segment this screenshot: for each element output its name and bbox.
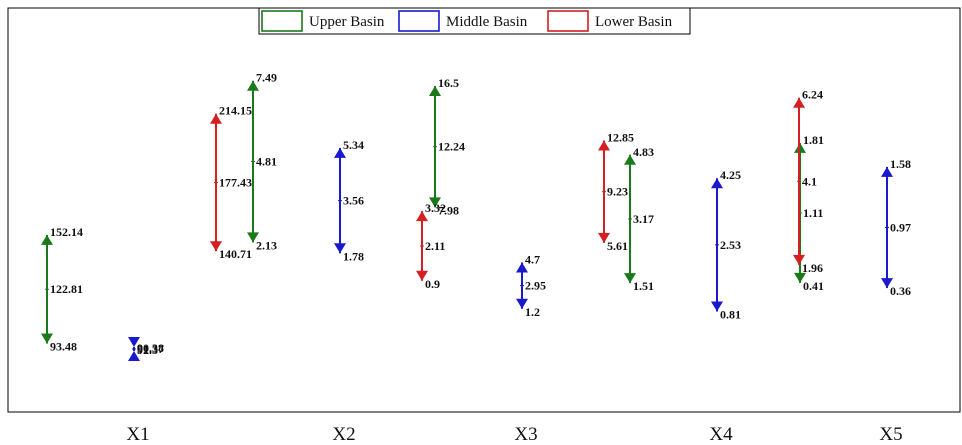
- range-middle-basin-x4: [711, 178, 723, 312]
- label-mid: 177.43: [219, 175, 252, 189]
- label-max: 16.5: [438, 76, 459, 90]
- label-max: 1.58: [890, 157, 911, 171]
- label-min: 7.98: [438, 203, 459, 217]
- legend: Upper Basin Middle Basin Lower Basin: [258, 7, 691, 35]
- range-upper-basin-x2: [247, 80, 259, 243]
- category-label-x2: X2: [332, 424, 355, 445]
- label-max: 3.32: [425, 201, 446, 215]
- range-middle-basin-x5: [881, 166, 893, 289]
- legend-item-lower-basin: Lower Basin: [547, 10, 673, 32]
- label-max: 12.85: [607, 131, 634, 145]
- label-mid: 4.1: [802, 174, 817, 188]
- range-lower-basin-x1: [210, 113, 222, 252]
- legend-swatch-upper-basin: [261, 10, 303, 32]
- legend-swatch-middle-basin: [398, 10, 440, 32]
- label-mid: 0.97: [890, 220, 911, 234]
- label-max: 4.25: [720, 168, 741, 182]
- label-mid: 2.53: [720, 238, 741, 252]
- chart-marks: 152.14 122.81 93.48 7.49 4.81 2.13 16.5 12.24 7.…: [41, 71, 911, 361]
- label-mid: 12.24: [438, 140, 465, 154]
- label-max: 152.14: [50, 225, 83, 239]
- legend-label-lower-basin: Lower Basin: [595, 14, 673, 30]
- label-max: 6.24: [802, 88, 823, 102]
- label-min: 140.71: [219, 247, 252, 261]
- label-min: 2.13: [256, 238, 277, 252]
- range-middle-basin-x1: [128, 337, 140, 361]
- legend-frame: [258, 7, 691, 35]
- label-min: 1.78: [343, 249, 364, 263]
- range-upper-basin-x3: [429, 85, 441, 208]
- label-min: 92.3: [137, 343, 158, 357]
- legend-item-middle-basin: Middle Basin: [398, 10, 528, 32]
- range-lower-basin-x4: [793, 97, 805, 265]
- label-min: 1.2: [525, 305, 540, 319]
- label-max: 90.38: [137, 341, 164, 355]
- label-min: 1.51: [633, 279, 654, 293]
- label-min: 1.96: [802, 261, 823, 275]
- label-min: 93.48: [50, 340, 77, 354]
- label-max: 214.15: [219, 104, 252, 118]
- range-lower-basin-x3: [598, 140, 610, 243]
- label-max: 1.81: [803, 133, 824, 147]
- range-lower-basin-x2: [416, 211, 428, 281]
- category-labels: X1 X2 X3 X4 X5: [126, 424, 902, 445]
- label-min: 0.81: [720, 307, 741, 321]
- category-label-x3: X3: [514, 424, 537, 445]
- label-max: 7.49: [256, 71, 277, 85]
- range-upper-basin-x1: [41, 234, 53, 344]
- label-mid: 91.37: [137, 342, 164, 356]
- label-min: 0.9: [425, 277, 440, 291]
- label-mid: 2.11: [425, 239, 445, 253]
- label-min: 5.61: [607, 239, 628, 253]
- label-mid: 4.81: [256, 155, 277, 169]
- label-max: 4.7: [525, 252, 540, 266]
- label-mid: 1.11: [803, 206, 823, 220]
- range-upper-basin-x4: [624, 154, 636, 284]
- range-middle-basin-x2: [334, 147, 346, 254]
- label-mid: 3.17: [633, 212, 654, 226]
- label-mid: 9.23: [607, 185, 628, 199]
- label-min: 0.41: [803, 279, 824, 293]
- label-mid: 2.95: [525, 279, 546, 293]
- legend-item-upper-basin: Upper Basin: [261, 10, 385, 32]
- category-label-x1: X1: [126, 424, 149, 445]
- legend-label-upper-basin: Upper Basin: [309, 14, 385, 30]
- label-max: 5.34: [343, 138, 364, 152]
- category-label-x4: X4: [709, 424, 733, 445]
- label-max: 4.83: [633, 145, 654, 159]
- label-min: 0.36: [890, 284, 911, 298]
- range-middle-basin-x3: [516, 262, 528, 309]
- label-mid: 122.81: [50, 282, 83, 296]
- label-mid: 3.56: [343, 194, 364, 208]
- legend-swatch-lower-basin: [547, 10, 589, 32]
- category-label-x5: X5: [879, 424, 902, 445]
- legend-label-middle-basin: Middle Basin: [446, 14, 528, 30]
